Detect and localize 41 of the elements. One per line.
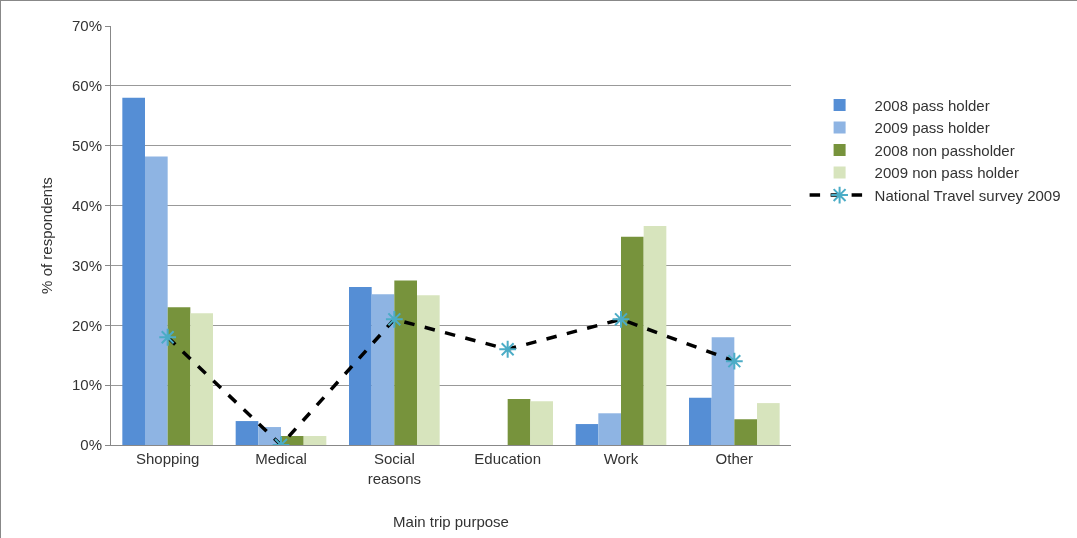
x-tick-label: Education xyxy=(474,450,542,467)
x-tick-label: Work xyxy=(603,450,639,467)
legend-label: 2009 non pass holder xyxy=(874,164,1019,182)
bar xyxy=(349,286,372,445)
bar xyxy=(235,421,259,445)
x-tick-label: Shopping xyxy=(135,450,200,467)
legend-label: 2008 pass holder xyxy=(874,96,990,114)
bar xyxy=(122,97,145,445)
legend-label: 2008 non passholder xyxy=(874,141,1015,159)
bar xyxy=(757,403,780,445)
legend-label: 2009 pass holder xyxy=(874,119,990,137)
bar xyxy=(711,337,735,445)
bar xyxy=(371,294,395,445)
y-tick-label: 10% xyxy=(71,376,102,394)
bar xyxy=(507,398,531,445)
bar xyxy=(190,313,213,445)
x-tick-label: Medical xyxy=(255,450,307,467)
bar xyxy=(530,401,553,445)
y-tick-label: 50% xyxy=(71,136,102,154)
y-tick-label: 20% xyxy=(71,316,102,334)
y-tick-label: 70% xyxy=(71,17,102,35)
bar xyxy=(643,225,667,445)
y-tick-label: 0% xyxy=(80,436,102,454)
bar xyxy=(734,419,757,445)
bar xyxy=(689,397,712,445)
bar xyxy=(575,424,599,445)
x-axis-title: Main trip purpose xyxy=(393,512,509,530)
y-tick-label: 60% xyxy=(71,77,102,95)
legend-label: National Travel survey 2009 xyxy=(874,186,1061,204)
bar xyxy=(621,236,644,445)
y-tick-label: 30% xyxy=(71,256,102,274)
bar xyxy=(417,295,440,445)
bar xyxy=(394,280,417,445)
bar xyxy=(303,436,327,445)
x-tick-label: Social reasons xyxy=(367,450,422,487)
x-tick-label: Other xyxy=(715,450,754,467)
y-axis-title: % of respondents xyxy=(38,177,56,294)
y-tick-label: 40% xyxy=(71,196,102,214)
bar xyxy=(598,413,621,445)
bar xyxy=(167,307,191,445)
bar xyxy=(145,156,168,445)
